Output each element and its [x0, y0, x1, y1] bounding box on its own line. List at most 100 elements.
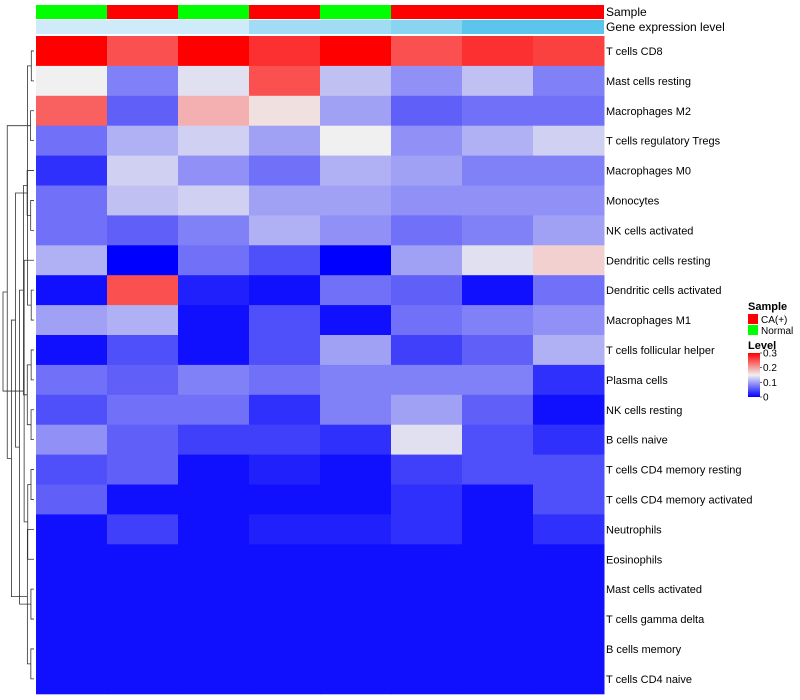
dendrogram-branch — [23, 259, 34, 523]
heatmap-cell — [462, 484, 534, 515]
heatmap-cell — [391, 36, 463, 67]
heatmap-cell — [36, 215, 108, 246]
heatmap-cell — [533, 36, 605, 67]
heatmap-cell — [249, 36, 321, 67]
heatmap-cell — [178, 574, 250, 605]
heatmap-cell — [391, 275, 463, 306]
heatmap-cell — [391, 484, 463, 515]
gene-level-annotation-cell — [249, 20, 320, 34]
heatmap-cell — [249, 574, 321, 605]
heatmap-cell — [107, 574, 179, 605]
heatmap-cell — [107, 544, 179, 575]
heatmap-cell — [36, 185, 108, 216]
heatmap-cell — [391, 454, 463, 485]
dendrogram-branch — [30, 110, 34, 142]
heatmap-cell — [320, 574, 392, 605]
heatmap-cell — [178, 65, 250, 97]
legend-label-normal: Normal — [761, 326, 793, 337]
heatmap-cell — [533, 604, 605, 635]
heatmap-cell — [462, 155, 534, 186]
heatmap-cell — [462, 275, 534, 306]
heatmap-cell — [36, 65, 108, 97]
gene-level-annotation-cell — [462, 20, 533, 34]
dendrogram-branch — [19, 289, 31, 605]
heatmap-cell — [533, 275, 605, 306]
row-label: T cells CD4 memory resting — [606, 465, 742, 477]
heatmap-cell — [249, 364, 321, 396]
row-label: Macrophages M2 — [606, 106, 691, 118]
heatmap-cell — [107, 65, 179, 97]
heatmap-cell — [107, 245, 179, 276]
row-dendrogram — [2, 50, 34, 680]
heatmap-cell — [249, 663, 321, 695]
heatmap-cell — [391, 574, 463, 605]
heatmap-cell — [107, 514, 179, 545]
row-label: T cells CD4 memory activated — [606, 494, 753, 506]
sample-annotation-label: Sample — [606, 5, 647, 19]
legend-label-ca: CA(+) — [761, 315, 787, 326]
heatmap-cell — [249, 215, 321, 246]
heatmap-cell — [462, 454, 534, 485]
heatmap-cell — [462, 335, 534, 366]
row-label: Eosinophils — [606, 554, 663, 566]
heatmap-cell — [249, 155, 321, 186]
legend-tick-label: 0.2 — [763, 363, 777, 374]
heatmap-cell — [36, 574, 108, 605]
heatmap-cell — [320, 604, 392, 635]
row-label: Mast cells activated — [606, 584, 702, 596]
sample-annotation-cell — [36, 5, 107, 19]
heatmap-cell — [249, 125, 321, 157]
legend-tick-label: 0 — [763, 393, 769, 404]
heatmap-cell — [533, 155, 605, 186]
heatmap-cell — [533, 544, 605, 575]
sample-annotation-cell — [107, 5, 178, 19]
legend-swatch-ca — [748, 314, 758, 324]
heatmap-cell — [320, 185, 392, 216]
heatmap-cell — [462, 125, 534, 157]
heatmap-cell — [462, 394, 534, 426]
heatmap-cell — [533, 484, 605, 515]
heatmap-cell — [391, 125, 463, 157]
heatmap-cell — [36, 305, 108, 336]
column-annotations — [36, 5, 604, 34]
heatmap-cell — [36, 663, 108, 695]
heatmap-cell — [178, 544, 250, 575]
heatmap-cell — [391, 604, 463, 635]
heatmap-cell — [249, 305, 321, 336]
heatmap-cell — [107, 36, 179, 67]
heatmap-cell — [533, 335, 605, 366]
heatmap-cell — [533, 185, 605, 216]
heatmap-cell — [178, 604, 250, 635]
heatmap-cell — [391, 215, 463, 246]
row-label: NK cells activated — [606, 225, 693, 237]
heatmap-cell — [320, 394, 392, 426]
dendrogram-branch — [2, 291, 25, 392]
heatmap-cell — [178, 305, 250, 336]
heatmap-cell — [107, 335, 179, 366]
row-label: Mast cells resting — [606, 76, 691, 88]
heatmap-cell — [391, 95, 463, 127]
heatmap-cell — [178, 275, 250, 306]
heatmap-cell — [107, 394, 179, 426]
heatmap-cell — [462, 185, 534, 216]
heatmap-cell — [533, 634, 605, 665]
row-label: T cells CD4 naive — [606, 674, 692, 686]
heatmap-cell — [462, 305, 534, 336]
row-label: B cells memory — [606, 644, 682, 656]
heatmap-cells — [36, 36, 605, 695]
dendrogram-branch — [30, 588, 34, 620]
sample-annotation-cell — [249, 5, 320, 19]
heatmap-cell — [320, 125, 392, 157]
row-label: T cells gamma delta — [606, 614, 705, 626]
heatmap-cell — [391, 364, 463, 396]
heatmap-cell — [36, 424, 108, 456]
heatmap-cell — [320, 335, 392, 366]
legend-tick-label: 0.1 — [763, 378, 777, 389]
dendrogram-branch — [27, 65, 32, 306]
heatmap-cell — [36, 36, 108, 67]
heatmap-cell — [462, 245, 534, 276]
heatmap-cell — [36, 514, 108, 545]
heatmap-cell — [391, 185, 463, 216]
heatmap-cell — [36, 484, 108, 515]
heatmap-cell — [320, 215, 392, 246]
